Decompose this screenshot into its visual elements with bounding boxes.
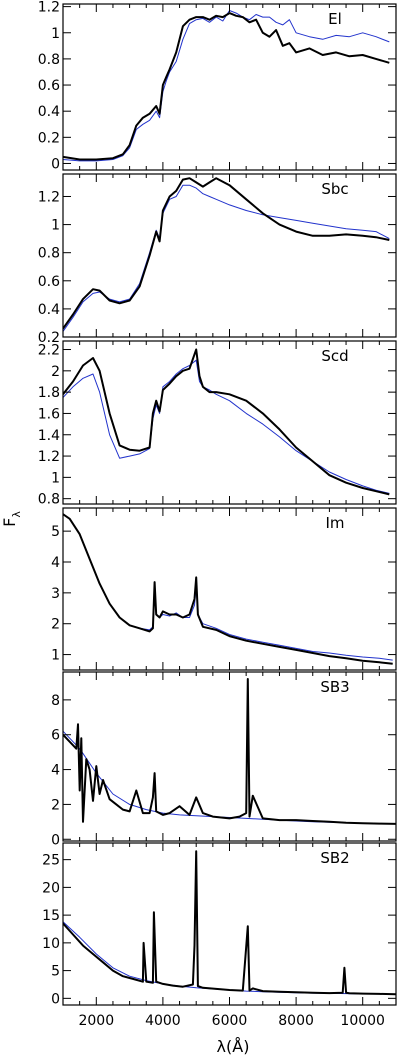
plot-frame [62, 507, 397, 671]
y-tick-label: 25 [42, 853, 60, 869]
plot-frame [62, 3, 397, 171]
plot-frame [62, 671, 397, 842]
panel-label: Scd [321, 347, 348, 365]
model-series-line-scd [63, 359, 390, 494]
y-tick-label: 10 [42, 936, 60, 952]
y-tick-label: 1.2 [38, 0, 60, 16]
y-axis-title-subscript: λ [10, 511, 23, 518]
y-tick-label: 2 [51, 617, 60, 633]
panel-im: 1 2 3 4 5 Im [51, 507, 397, 671]
y-tick-label: 2.2 [38, 343, 60, 359]
observed-series-line-scd [63, 348, 390, 496]
y-tick-label: 0.4 [38, 104, 60, 120]
plot-frame [62, 173, 397, 338]
y-tick-label: 0.2 [38, 330, 60, 346]
observed-series-line-sb2 [63, 850, 396, 996]
y-tick-label: 1.2 [38, 449, 60, 465]
y-tick-label: 0.8 [38, 492, 60, 508]
y-tick-label: 1 [51, 26, 60, 42]
panel-el: 0 0.2 0.4 0.6 0.8 1 1.2 El [38, 0, 397, 172]
y-tick-label: 4 [51, 763, 60, 779]
panel-label: Im [325, 514, 344, 532]
observed-series-line-im [63, 513, 393, 665]
y-tick-label: 1 [51, 470, 60, 486]
model-series-line-sb3 [63, 730, 396, 825]
y-axis-title-main: F [0, 518, 19, 527]
y-tick-label: 0 [51, 832, 60, 848]
x-axis-title: λ(Å) [217, 1037, 250, 1056]
panel-sb2: 0 5 10 15 20 25 SB2 [42, 842, 397, 1007]
panel-sbc: 0.2 0.4 0.6 0.8 1 1.2 Sbc [38, 173, 397, 346]
y-tick-label: 6 [51, 728, 60, 744]
y-tick-label: 2 [51, 797, 60, 813]
panel-label: Sbc [321, 180, 348, 198]
x-tick-label: 6000 [212, 1013, 248, 1029]
y-tick-label: 0.6 [38, 78, 60, 94]
y-tick-label: 3 [51, 586, 60, 602]
y-tick-label: 1.4 [38, 428, 60, 444]
y-tick-label: 2 [51, 364, 60, 380]
y-tick-label: 0.8 [38, 246, 60, 262]
y-tick-label: 4 [51, 555, 60, 571]
y-axis-title: Fλ [0, 511, 23, 527]
observed-series-line-el [63, 12, 390, 161]
model-series-line-el [63, 10, 390, 162]
y-tick-label: 0 [51, 991, 60, 1007]
y-tick-label: 1.8 [38, 385, 60, 401]
y-tick-label: 15 [42, 908, 60, 924]
y-tick-label: 1.6 [38, 406, 60, 422]
y-tick-label: 0.2 [38, 130, 60, 146]
y-tick-label: 8 [51, 693, 60, 709]
observed-series-line-sbc [63, 177, 390, 330]
model-series-line-im [63, 513, 393, 661]
panel-label: El [328, 10, 342, 28]
model-series-line-sbc [63, 184, 390, 332]
x-tick-label: 4000 [145, 1013, 181, 1029]
x-tick-label: 2000 [78, 1013, 114, 1029]
y-tick-label: 5 [51, 964, 60, 980]
y-tick-label: 20 [42, 880, 60, 896]
y-tick-label: 1 [51, 218, 60, 234]
x-tick-label: 8000 [278, 1013, 314, 1029]
y-tick-label: 0.4 [38, 302, 60, 318]
panel-sb3: 0 2 4 6 8 SB3 [51, 671, 397, 848]
panel-label: SB2 [320, 849, 349, 867]
y-tick-label: 1 [51, 648, 60, 664]
y-tick-label: 1.2 [38, 189, 60, 205]
panel-scd: 0.8 1 1.2 1.4 1.6 1.8 2 2.2 Scd [38, 340, 397, 508]
y-tick-label: 0.6 [38, 274, 60, 290]
y-tick-label: 5 [51, 524, 60, 540]
observed-series-line-sb3 [63, 678, 396, 825]
y-tick-label: 0.8 [38, 52, 60, 68]
x-axis-tick-labels: 2000 4000 6000 8000 10000 [78, 1013, 384, 1029]
x-tick-label: 10000 [340, 1013, 385, 1029]
y-tick-label: 0 [51, 156, 60, 172]
panel-label: SB3 [320, 678, 349, 696]
